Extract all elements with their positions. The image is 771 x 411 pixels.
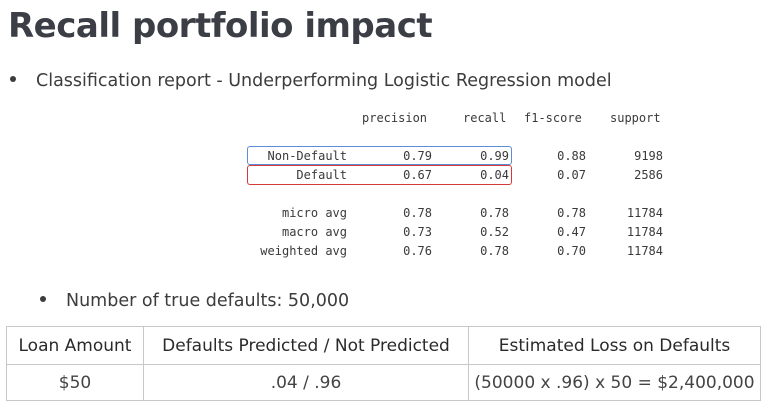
- classification-report: precision recall f1-score support Non-De…: [247, 111, 663, 258]
- report-cell: 11784: [626, 244, 663, 258]
- report-cell: 11784: [626, 206, 663, 220]
- report-cell: 0.73: [403, 225, 432, 239]
- report-cell: 11784: [626, 225, 663, 239]
- loss-header-defaults-predicted: Defaults Predicted / Not Predicted: [143, 326, 469, 365]
- loss-table: Loan Amount Defaults Predicted / Not Pre…: [6, 326, 761, 401]
- bullet-report-caption: Classification report - Underperforming …: [10, 71, 612, 91]
- loss-table-row: $50 .04 / .96 (50000 x .96) x 50 = $2,40…: [6, 364, 761, 401]
- report-cell: 0.99: [480, 149, 509, 163]
- loss-cell-loan-amount: $50: [6, 364, 144, 401]
- non-default-highlight-box: [247, 146, 512, 165]
- report-cell: 0.79: [403, 149, 432, 163]
- report-cell: 9198: [634, 149, 663, 163]
- report-header-f1: f1-score: [524, 111, 582, 125]
- report-header-support: support: [610, 111, 661, 125]
- report-cell: 0.78: [480, 206, 509, 220]
- report-cell: 0.47: [557, 225, 586, 239]
- report-row-label: weighted avg: [260, 244, 347, 258]
- report-cell: 0.07: [557, 168, 586, 182]
- report-caption-text: Classification report - Underperforming …: [36, 71, 612, 91]
- true-defaults-text: Number of true defaults: 50,000: [66, 291, 350, 311]
- report-cell: 0.78: [557, 206, 586, 220]
- report-cell: 0.04: [480, 168, 509, 182]
- report-row-label: Non-Default: [267, 149, 347, 163]
- report-header-recall: recall: [463, 111, 507, 125]
- loss-table-header-row: Loan Amount Defaults Predicted / Not Pre…: [6, 326, 761, 365]
- default-highlight-box: [247, 165, 512, 185]
- report-cell: 0.88: [557, 149, 586, 163]
- loss-header-loan-amount: Loan Amount: [6, 326, 144, 365]
- page-title: Recall portfolio impact: [8, 6, 433, 46]
- report-header-precision: precision: [362, 111, 428, 125]
- report-row-label: Default: [296, 168, 347, 182]
- report-cell: 0.78: [480, 244, 509, 258]
- loss-cell-defaults-predicted: .04 / .96: [143, 364, 469, 401]
- report-row-label: macro avg: [281, 225, 347, 239]
- report-cell: 2586: [634, 168, 663, 182]
- loss-header-estimated-loss: Estimated Loss on Defaults: [468, 326, 761, 365]
- report-row-label: micro avg: [281, 206, 347, 220]
- bullet-dot-icon: [10, 76, 16, 82]
- report-cell: 0.52: [480, 225, 509, 239]
- bullet-dot-icon: [40, 296, 46, 302]
- report-cell: 0.67: [403, 168, 432, 182]
- bullet-true-defaults: Number of true defaults: 50,000: [40, 291, 349, 311]
- loss-cell-estimated-loss: (50000 x .96) x 50 = $2,400,000: [468, 364, 761, 401]
- report-cell: 0.78: [403, 206, 432, 220]
- report-cell: 0.70: [557, 244, 586, 258]
- report-cell: 0.76: [403, 244, 432, 258]
